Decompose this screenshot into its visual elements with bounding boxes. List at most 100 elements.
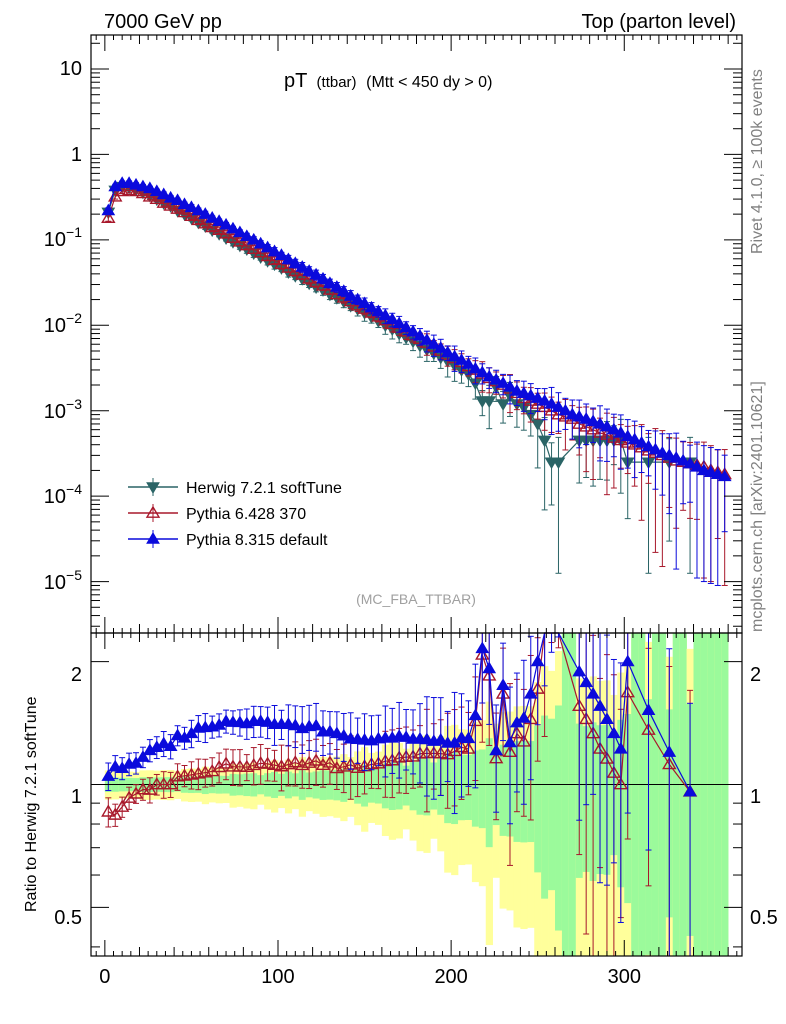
- data-point: [198, 207, 213, 219]
- main-series: [101, 176, 732, 586]
- data-point: [288, 256, 303, 269]
- data-point: [447, 349, 462, 362]
- data-point: [233, 225, 247, 238]
- legend-marker: [146, 482, 160, 494]
- ratio-point: [468, 708, 483, 721]
- ytick-1e-1: 10−1: [44, 224, 82, 251]
- data-point: [662, 448, 677, 461]
- legend-label: Herwig 7.2.1 softTune: [186, 480, 342, 497]
- ratio-point: [586, 686, 600, 699]
- ytick-1: 1: [71, 144, 82, 166]
- ratio-band-inner: [672, 633, 680, 956]
- data-point: [204, 219, 220, 233]
- data-point: [316, 271, 330, 284]
- data-point: [323, 276, 337, 289]
- ratio-band-inner: [679, 633, 687, 956]
- ratio-point: [218, 756, 234, 769]
- ratio-point: [579, 675, 594, 688]
- data-point: [475, 365, 490, 378]
- data-point: [343, 289, 358, 301]
- data-point: [433, 341, 448, 353]
- ratio-ytick-labels: 2 1 0.5 2 1 0.5: [54, 664, 778, 929]
- ratio-band-inner: [555, 705, 563, 931]
- ratio-point: [530, 654, 545, 667]
- ratio-ytick-right-2: 2: [750, 664, 761, 686]
- ratio-point: [336, 728, 351, 741]
- ratio-band-inner: [561, 633, 570, 956]
- data-point: [309, 267, 323, 280]
- data-point: [205, 211, 220, 223]
- ratio-point: [489, 743, 504, 756]
- legend: Herwig 7.2.1 softTune Pythia 6.428 370 Pyt…: [128, 478, 342, 549]
- ytick-10: 10: [60, 58, 82, 80]
- data-point: [558, 403, 573, 416]
- main-ytick-labels: 10 1 10−1 10−2 10−3 10−4 10−5: [44, 58, 82, 594]
- ratio-point: [683, 784, 697, 797]
- ratio-point: [232, 759, 248, 772]
- ratio-point: [641, 703, 656, 715]
- ratio-point: [572, 664, 587, 677]
- data-point: [142, 181, 157, 194]
- ratio-point: [433, 732, 448, 745]
- rivet-label: Rivet 4.1.0, ≥ 100k events: [749, 69, 766, 254]
- ratio-point: [129, 756, 143, 768]
- ratio-ytick-left-2: 2: [71, 664, 82, 686]
- data-point: [274, 248, 289, 260]
- ratio-series-2: [101, 632, 697, 957]
- data-point: [496, 376, 510, 388]
- ratio-band-inner: [485, 738, 493, 848]
- ratio-ytick-right-0.5: 0.5: [750, 907, 778, 929]
- data-point: [101, 203, 116, 216]
- data-point: [600, 419, 614, 432]
- data-point: [385, 312, 400, 325]
- data-point: [565, 407, 580, 420]
- data-point: [468, 361, 483, 374]
- data-point: [620, 429, 635, 442]
- ratio-point: [163, 739, 178, 752]
- data-point: [371, 304, 386, 317]
- ratio-point: [114, 799, 130, 812]
- ratio-point: [128, 786, 144, 799]
- ratio-band-inner: [541, 715, 549, 899]
- ratio-point: [156, 736, 171, 749]
- ratio-band-inner: [700, 633, 708, 956]
- ratio-point: [204, 763, 220, 777]
- ratio-band-inner: [658, 633, 667, 956]
- data-point: [530, 419, 545, 431]
- ratio-ytick-right-1: 1: [750, 786, 761, 808]
- data-point: [641, 439, 656, 452]
- data-point: [634, 435, 649, 448]
- ytick-1e-4: 10−4: [44, 481, 82, 508]
- data-point: [170, 193, 185, 206]
- data-point: [461, 357, 476, 369]
- data-point: [586, 414, 600, 427]
- data-point: [676, 453, 691, 466]
- data-point: [551, 400, 566, 412]
- ratio-point: [482, 661, 497, 674]
- ratio-point: [620, 654, 635, 667]
- ratio-point: [149, 777, 165, 790]
- plot-title: pT (ttbar) (Mtt < 450 dy > 0): [284, 70, 492, 92]
- ratio-point: [101, 804, 116, 817]
- ratio-point: [101, 769, 116, 781]
- data-point: [246, 232, 261, 245]
- ratio-point: [267, 757, 282, 771]
- ratio-point: [461, 731, 476, 744]
- data-point: [426, 337, 441, 349]
- ratio-point: [260, 756, 275, 769]
- ratio-point: [523, 686, 538, 699]
- data-point: [482, 396, 497, 408]
- watermark: (MC_FBA_TTBAR): [356, 591, 476, 607]
- data-point: [350, 292, 365, 305]
- ratio-band-inner: [638, 633, 646, 956]
- series-1: [101, 182, 732, 586]
- ratio-band-inner: [499, 744, 507, 836]
- ratio-band-inner: [326, 770, 334, 800]
- ratio-point: [163, 777, 178, 790]
- data-point: [177, 197, 192, 210]
- data-point: [523, 388, 538, 401]
- ratio-point: [253, 755, 268, 769]
- ratio-point: [225, 759, 241, 772]
- ratio-point: [662, 745, 677, 757]
